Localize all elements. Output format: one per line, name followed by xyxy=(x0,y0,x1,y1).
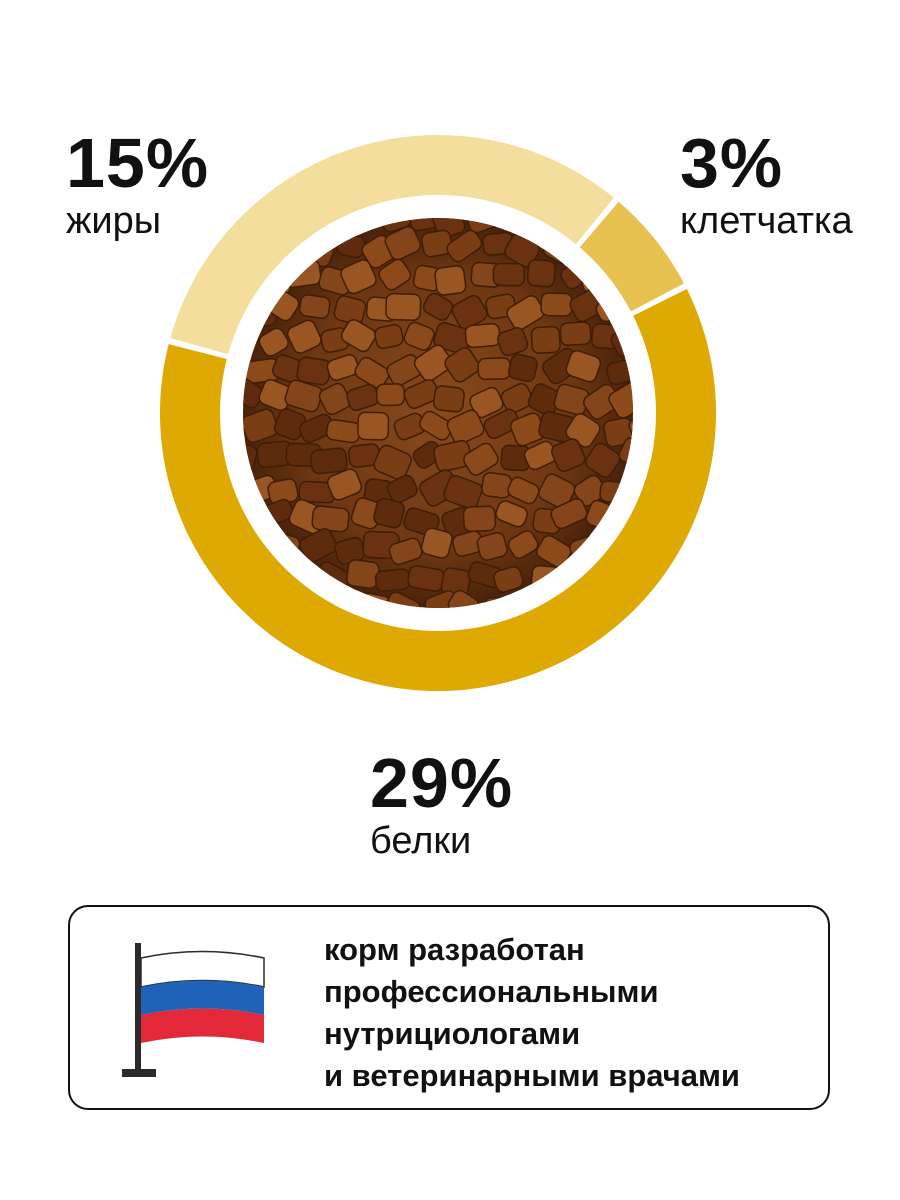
fat-stat: 15% жиры xyxy=(66,128,209,240)
kibble-piece xyxy=(374,568,411,593)
kibble-piece xyxy=(497,327,529,357)
kibble-piece xyxy=(413,344,453,382)
kibble-piece xyxy=(373,444,412,481)
kibble-piece xyxy=(446,409,485,445)
kibble-piece xyxy=(451,294,488,330)
kibble-piece xyxy=(311,505,350,533)
info-card: корм разработан профессиональными нутриц… xyxy=(68,905,830,1110)
kibble-piece xyxy=(550,498,588,530)
fiber-label: клетчатка xyxy=(680,200,853,242)
kibble-piece xyxy=(585,442,621,478)
info-line: корм разработан xyxy=(324,932,585,967)
kibble-piece xyxy=(283,259,322,289)
kibble-piece xyxy=(326,354,360,381)
kibble-piece xyxy=(378,258,412,291)
kibble-piece xyxy=(469,386,504,419)
kibble-piece xyxy=(530,325,561,354)
kibble-piece xyxy=(354,356,390,389)
kibble-piece xyxy=(507,530,539,559)
kibble-piece xyxy=(243,408,279,444)
protein-stat: 29% белки xyxy=(370,748,513,860)
kibble-piece xyxy=(599,480,633,505)
kibble-piece xyxy=(446,229,483,263)
kibble-piece xyxy=(333,295,367,325)
kibble-piece xyxy=(500,382,534,414)
kibble-piece xyxy=(476,531,508,561)
kibble-piece xyxy=(374,323,404,350)
kibble-piece xyxy=(463,442,499,476)
kibble-piece xyxy=(462,505,497,533)
kibble-piece xyxy=(284,379,323,413)
protein-label: белки xyxy=(370,820,472,862)
kibble-piece xyxy=(495,500,529,528)
kibble-piece xyxy=(422,292,454,321)
info-line: нутрициологами xyxy=(324,1016,581,1051)
donut-slice-2 xyxy=(159,289,716,691)
kibble-piece xyxy=(420,527,453,559)
kibble-piece xyxy=(388,537,423,566)
kibble-piece xyxy=(538,473,576,509)
kibble-piece xyxy=(507,476,540,505)
info-text: корм разработан профессиональными нутриц… xyxy=(324,929,814,1097)
fiber-stat: 3% клетчатка xyxy=(680,128,853,240)
kibble-piece xyxy=(477,357,512,381)
kibble-piece xyxy=(565,350,602,383)
donut-slice-1 xyxy=(579,201,684,312)
kibble-piece xyxy=(299,528,338,563)
kibble-piece xyxy=(507,353,538,383)
kibble-piece xyxy=(325,419,361,444)
kibble-piece xyxy=(492,262,526,287)
kibble-piece xyxy=(326,468,363,501)
kibble-piece xyxy=(526,259,556,288)
donut-slices xyxy=(159,135,716,691)
kibble-piece xyxy=(258,327,289,357)
kibble-piece xyxy=(506,295,545,331)
kibble-piece xyxy=(375,383,405,407)
kibble-piece xyxy=(559,321,592,347)
donut-slice-0 xyxy=(170,135,614,355)
kibble-piece xyxy=(483,408,520,440)
kibble-piece xyxy=(447,589,480,608)
kibble-piece xyxy=(419,410,453,441)
kibble-piece xyxy=(421,229,453,258)
kibble-piece xyxy=(373,497,405,529)
protein-percent: 29% xyxy=(370,744,514,822)
kibble-piece xyxy=(385,292,422,321)
kibble-piece xyxy=(443,474,483,510)
kibble-piece xyxy=(357,411,390,441)
kibble-piece xyxy=(298,294,331,319)
kibble-piece xyxy=(310,447,348,475)
fat-percent: 15% xyxy=(66,124,210,202)
kibble-piece xyxy=(608,380,633,419)
kibble-piece xyxy=(540,292,573,317)
kibble-piece xyxy=(530,564,566,595)
kibble-piece xyxy=(286,319,322,354)
fat-label: жиры xyxy=(66,200,162,242)
russian-flag-icon xyxy=(122,943,272,1083)
kibble-piece xyxy=(345,559,380,590)
fiber-percent: 3% xyxy=(680,124,784,202)
kibble-piece xyxy=(444,347,481,383)
kibble-piece xyxy=(318,382,351,415)
kibble-piece xyxy=(481,471,513,499)
kibble-piece xyxy=(551,438,586,473)
kibble-piece xyxy=(386,474,418,504)
kibble-piece xyxy=(340,319,377,353)
kibble-piece xyxy=(340,259,377,295)
kibble-piece xyxy=(384,226,422,261)
kibble-piece xyxy=(464,322,501,349)
kibble-piece xyxy=(407,218,439,232)
kibble-piece xyxy=(403,321,435,351)
info-line: профессиональными xyxy=(324,974,659,1009)
kibble-piece xyxy=(432,385,465,413)
kibble-piece xyxy=(403,379,440,409)
kibble-piece xyxy=(493,566,524,593)
kibble-piece xyxy=(434,265,467,296)
info-line: и ветеринарными врачами xyxy=(324,1058,740,1093)
